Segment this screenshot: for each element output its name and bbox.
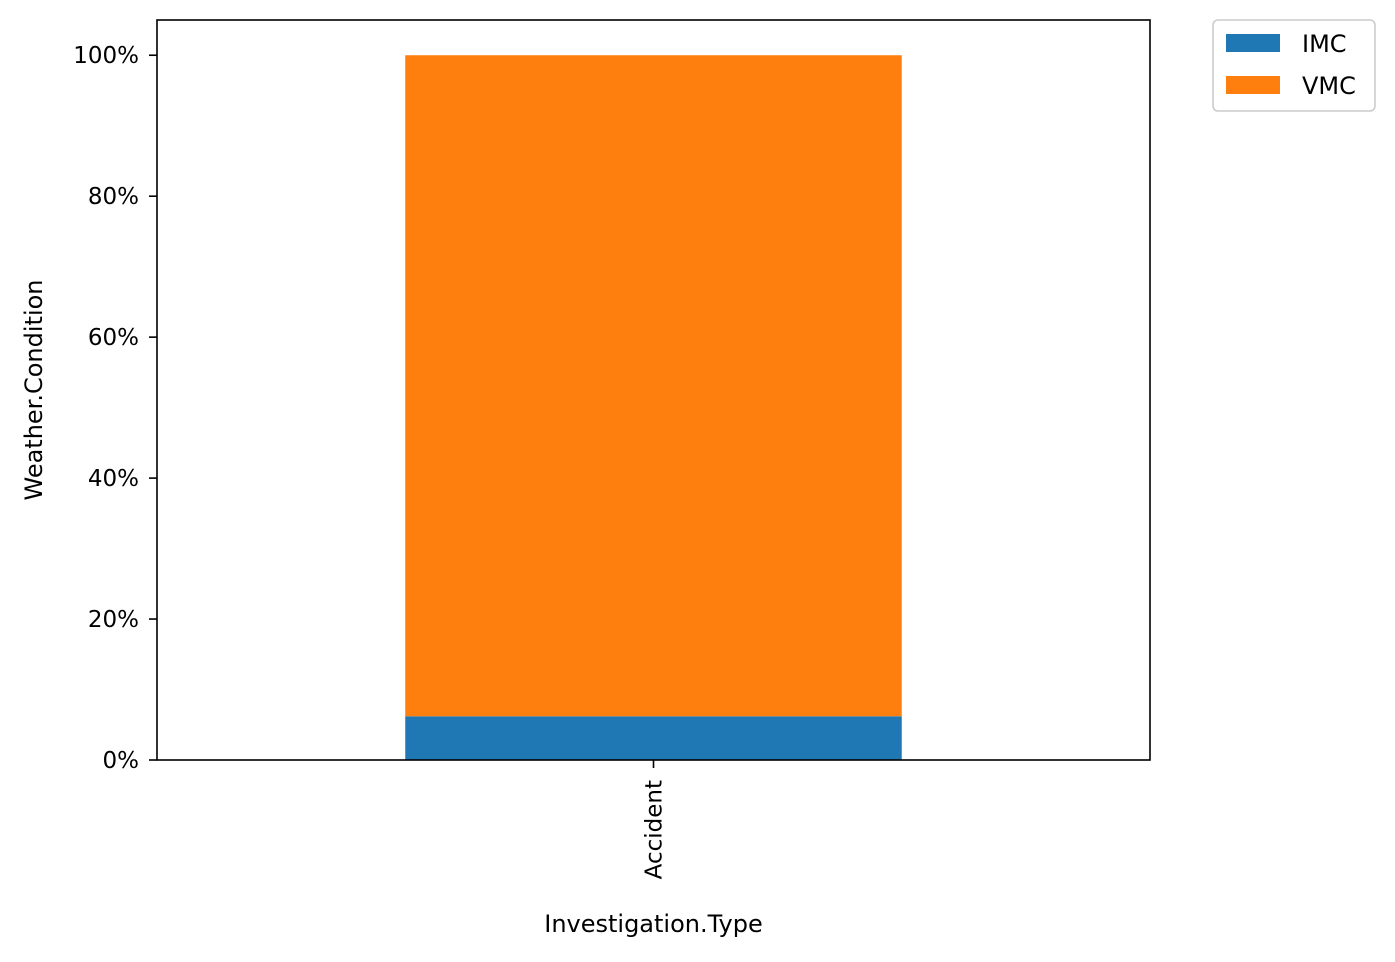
bar-segment-vmc xyxy=(405,55,902,717)
y-tick-label: 20% xyxy=(88,607,139,633)
legend: IMC VMC xyxy=(1212,19,1376,112)
x-axis-label: Investigation.Type xyxy=(544,910,763,938)
y-axis: 0% 20% 40% 60% 80% 100% xyxy=(73,43,157,774)
y-tick-label: 100% xyxy=(73,43,139,69)
y-tick-label: 80% xyxy=(88,184,139,210)
x-axis: Accident xyxy=(642,760,668,879)
x-tick-label: Accident xyxy=(642,780,668,879)
y-tick-label: 0% xyxy=(103,748,140,774)
legend-swatch-vmc xyxy=(1226,76,1280,94)
legend-label-vmc: VMC xyxy=(1302,72,1356,100)
y-axis-label: Weather.Condition xyxy=(20,279,48,500)
legend-label-imc: IMC xyxy=(1302,30,1347,58)
bar-segment-imc xyxy=(405,716,902,760)
legend-swatch-imc xyxy=(1226,34,1280,52)
bars-layer xyxy=(405,55,902,760)
y-tick-label: 60% xyxy=(88,325,139,351)
y-tick-label: 40% xyxy=(88,466,139,492)
